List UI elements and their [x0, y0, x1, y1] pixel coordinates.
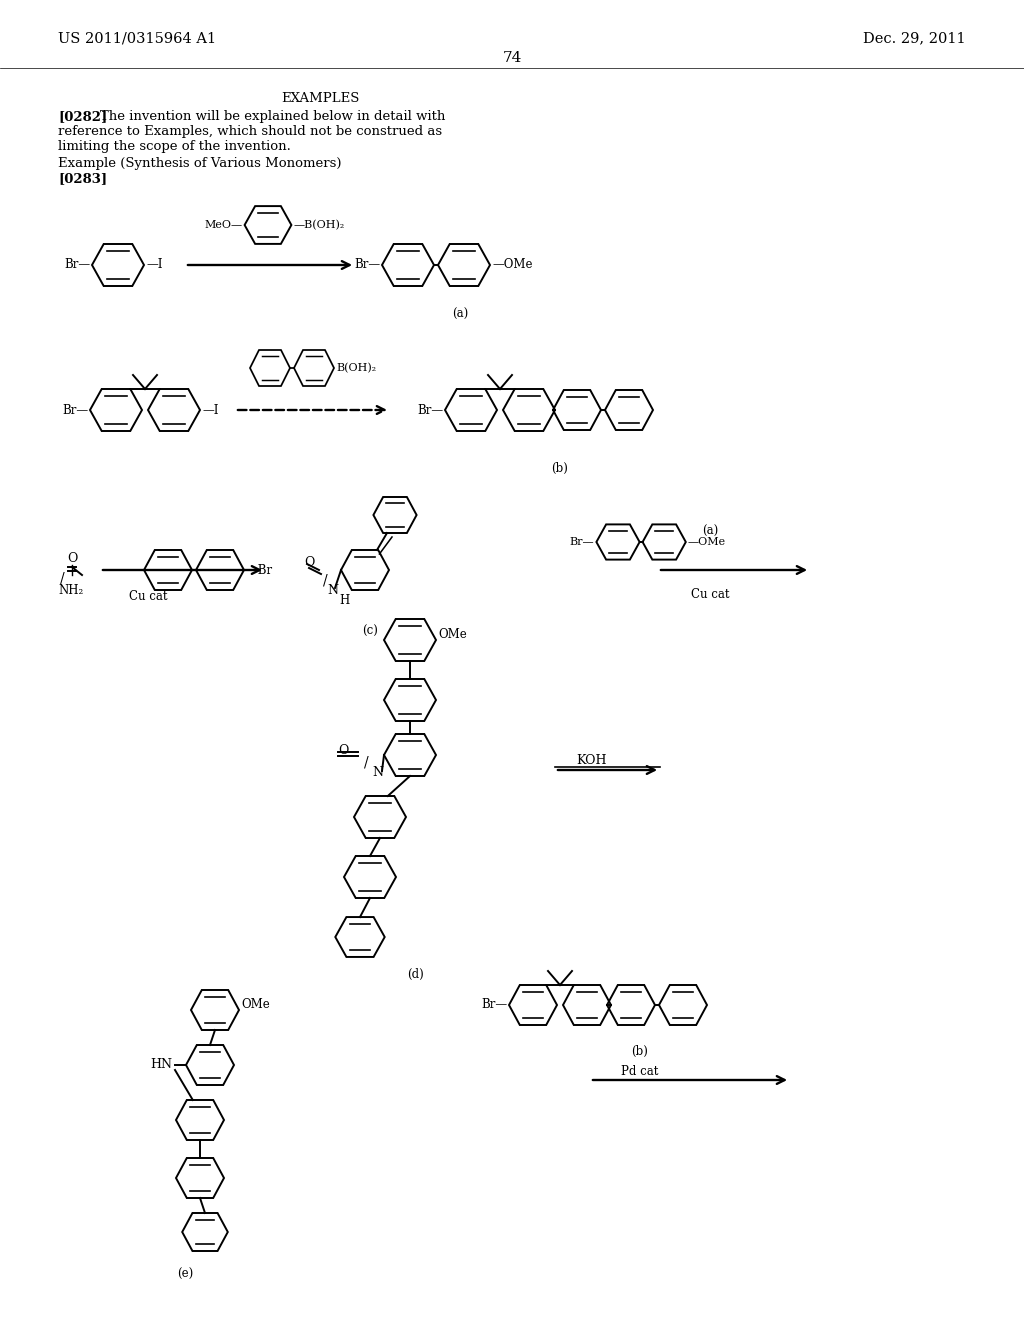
Text: HN: HN	[150, 1059, 172, 1072]
Text: H: H	[339, 594, 349, 606]
Text: B(OH)₂: B(OH)₂	[336, 363, 376, 374]
Text: (c): (c)	[362, 624, 378, 638]
Text: O: O	[304, 556, 314, 569]
Text: [0282]: [0282]	[58, 110, 108, 123]
Text: OMe: OMe	[241, 998, 269, 1011]
Text: Br—: Br—	[481, 998, 507, 1011]
Text: MeO—: MeO—	[205, 220, 243, 230]
Text: NH₂: NH₂	[58, 583, 83, 597]
Text: (a): (a)	[452, 308, 468, 321]
Text: —I: —I	[146, 259, 163, 272]
Text: reference to Examples, which should not be construed as: reference to Examples, which should not …	[58, 125, 442, 139]
Text: —B(OH)₂: —B(OH)₂	[294, 220, 345, 230]
Text: O: O	[338, 743, 348, 756]
Text: —I: —I	[202, 404, 218, 417]
Text: Br—: Br—	[417, 404, 443, 417]
Text: 74: 74	[503, 51, 521, 65]
Text: —OMe: —OMe	[688, 537, 726, 546]
Text: Br—: Br—	[61, 404, 88, 417]
Text: Dec. 29, 2011: Dec. 29, 2011	[863, 30, 966, 45]
Text: Pd cat: Pd cat	[622, 1065, 658, 1078]
Text: [0283]: [0283]	[58, 172, 108, 185]
Text: (e): (e)	[177, 1269, 194, 1280]
Text: Cu cat: Cu cat	[129, 590, 167, 603]
Text: KOH: KOH	[577, 754, 607, 767]
Text: Br—: Br—	[569, 537, 594, 546]
Text: limiting the scope of the invention.: limiting the scope of the invention.	[58, 140, 291, 153]
Text: Example (Synthesis of Various Monomers): Example (Synthesis of Various Monomers)	[58, 157, 341, 170]
Text: The invention will be explained below in detail with: The invention will be explained below in…	[100, 110, 445, 123]
Text: —OMe: —OMe	[492, 259, 532, 272]
Text: —Br: —Br	[246, 564, 272, 577]
Text: EXAMPLES: EXAMPLES	[281, 92, 359, 106]
Text: /: /	[59, 572, 65, 585]
Text: Cu cat: Cu cat	[691, 587, 729, 601]
Text: (b): (b)	[552, 462, 568, 475]
Text: N: N	[373, 767, 384, 780]
Text: Br—: Br—	[354, 259, 380, 272]
Text: (a): (a)	[701, 525, 718, 539]
Text: /: /	[364, 756, 369, 770]
Text: (d): (d)	[407, 968, 423, 981]
Text: (b): (b)	[632, 1045, 648, 1059]
Text: O: O	[67, 552, 77, 565]
Text: OMe: OMe	[438, 628, 467, 642]
Text: N: N	[328, 583, 339, 597]
Text: /: /	[323, 573, 328, 587]
Text: Br—: Br—	[63, 259, 90, 272]
Text: US 2011/0315964 A1: US 2011/0315964 A1	[58, 30, 216, 45]
